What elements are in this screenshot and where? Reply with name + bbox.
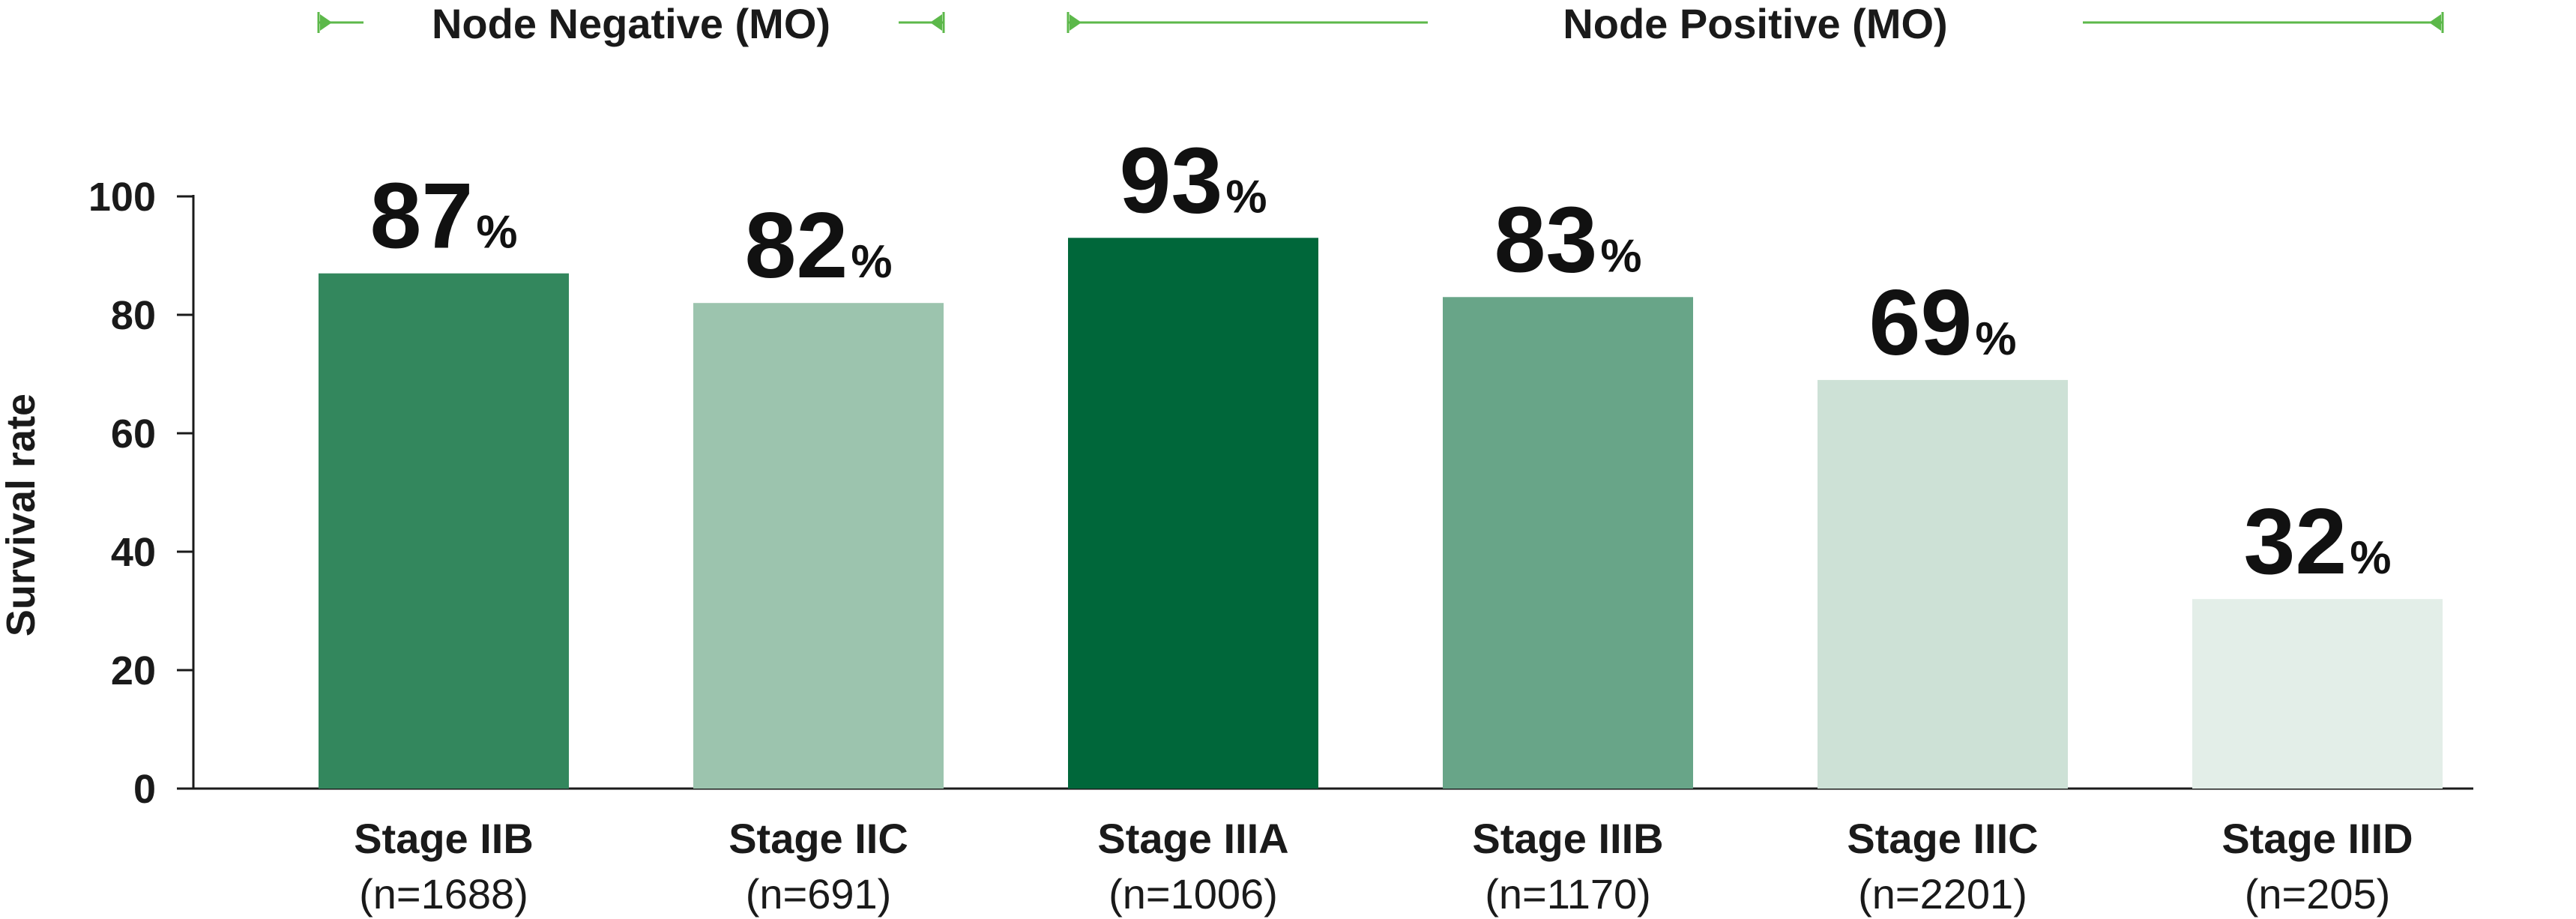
bar: [1443, 297, 1693, 789]
x-category-label: Stage IIIB: [1472, 815, 1663, 862]
bar: [693, 303, 944, 789]
x-category-label: Stage IIB: [354, 815, 534, 862]
group-bracket-arrow: [320, 14, 332, 31]
group-bracket-arrow: [930, 14, 942, 31]
y-axis-title: Survival rate: [0, 394, 43, 636]
y-tick-label: 20: [111, 648, 156, 693]
y-tick-label: 60: [111, 412, 156, 457]
bar: [319, 273, 569, 789]
bar-value-label: 87%: [369, 165, 517, 268]
x-category-label: Stage IIIA: [1097, 815, 1288, 862]
y-tick-label: 40: [111, 530, 156, 575]
x-axis-labels: Stage IIB (n=1688) Stage IIC (n=691) Stage I…: [354, 815, 2413, 918]
bar: [2192, 599, 2443, 789]
x-sample-size-label: (n=691): [746, 870, 892, 918]
x-category-label: Stage IIIC: [1847, 815, 2038, 862]
bar-value-label: 69%: [1868, 271, 2016, 375]
bar-value-label: 82%: [744, 194, 892, 298]
x-sample-size-label: (n=205): [2245, 870, 2391, 918]
x-sample-size-label: (n=2201): [1858, 870, 2027, 918]
group-label: Node Negative (MO): [432, 0, 830, 47]
x-sample-size-label: (n=1170): [1485, 870, 1651, 918]
x-sample-size-label: (n=1688): [359, 870, 528, 918]
x-sample-size-label: (n=1006): [1108, 870, 1278, 918]
group-brackets: Node Negative (MO) Node Positive (MO): [317, 0, 2444, 47]
group-bracket-arrow: [2429, 14, 2441, 31]
group-label: Node Positive (MO): [1563, 0, 1947, 47]
group-bracket-arrow: [1070, 14, 1082, 31]
bar: [1818, 379, 2068, 789]
bar-value-label: 93%: [1119, 129, 1267, 232]
x-category-label: Stage IIC: [729, 815, 908, 862]
y-tick-label: 80: [111, 293, 156, 338]
bar-value-label: 83%: [1494, 188, 1641, 292]
bar-value-label: 32%: [2243, 490, 2391, 594]
x-category-label: Stage IIID: [2221, 815, 2413, 862]
y-axis: 0 20 40 60 80 100: [88, 175, 2473, 812]
y-tick-label: 100: [88, 175, 156, 220]
y-tick-label: 0: [133, 767, 156, 812]
bar: [1068, 238, 1318, 789]
bars: 87% 82% 93% 83% 69% 32%: [319, 129, 2443, 789]
